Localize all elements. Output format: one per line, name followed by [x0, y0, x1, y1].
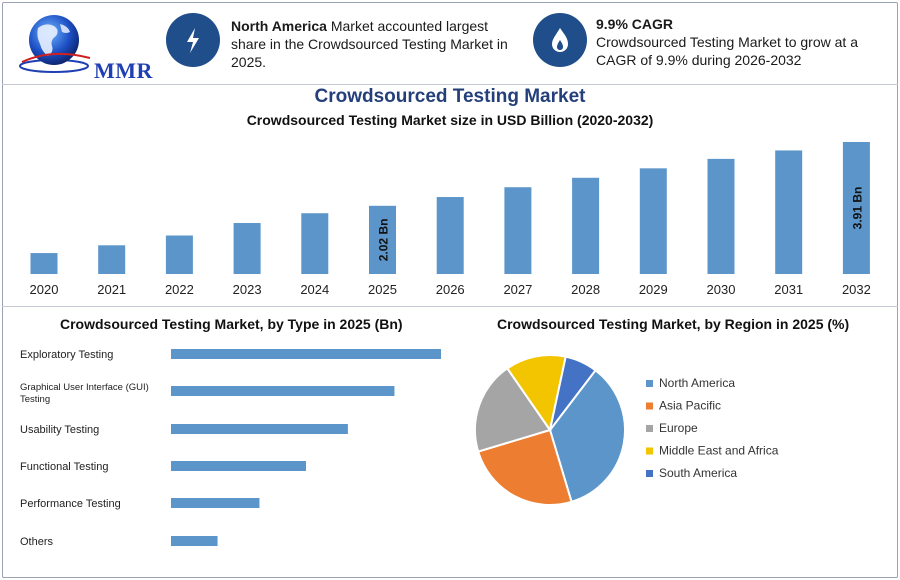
bar-chart-title: Crowdsourced Testing Market size in USD … — [246, 112, 654, 128]
lightning-icon — [166, 13, 220, 67]
header-divider — [2, 84, 898, 85]
bar-2025 — [369, 205, 396, 274]
info-north-america: North America Market accounted largest s… — [231, 17, 521, 71]
x-tick-2022: 2022 — [165, 282, 194, 297]
bar-2031 — [775, 150, 803, 274]
legend-swatch-4 — [646, 470, 653, 477]
type-bar-1 — [171, 386, 395, 396]
data-label-2032: 3.91 Bn — [850, 187, 864, 230]
globe-icon — [19, 15, 91, 73]
legend-label-0: North America — [659, 376, 735, 390]
x-tick-2023: 2023 — [233, 282, 262, 297]
x-tick-2029: 2029 — [639, 282, 668, 297]
type-bar-4 — [171, 498, 260, 508]
data-label-2025: 2.02 Bn — [377, 219, 391, 262]
bar-2023 — [233, 223, 261, 274]
type-bar-2 — [171, 424, 348, 434]
pie-slice-4 — [549, 355, 597, 431]
x-tick-2024: 2024 — [300, 282, 329, 297]
type-bar-0 — [171, 349, 441, 359]
x-tick-2032: 2032 — [842, 282, 871, 297]
x-tick-2025: 2025 — [368, 282, 397, 297]
type-label-4: Performance Testing — [20, 498, 121, 510]
x-tick-2030: 2030 — [707, 282, 736, 297]
bar-2030 — [707, 158, 735, 274]
legend-swatch-0 — [646, 380, 653, 387]
x-tick-2028: 2028 — [571, 282, 600, 297]
region-chart-title: Crowdsourced Testing Market, by Region i… — [497, 316, 850, 332]
type-bar-chart: Exploratory Testing Graphical User Interf… — [20, 349, 441, 548]
info-cagr: 9.9% CAGR Crowdsourced Testing Market to … — [596, 15, 886, 69]
info2-text: Crowdsourced Testing Market to grow at a… — [596, 34, 858, 68]
bar-2020 — [30, 253, 58, 274]
bar-2027 — [504, 187, 532, 274]
region-pie-chart: North America Asia Pacific Europe Middle Ea… — [474, 354, 779, 506]
type-label-2: Usability Testing — [20, 424, 99, 436]
market-size-bar-chart: 2020 2021 2022 2023 2024 2025 2.02 Bn 2026 2027 2… — [30, 142, 871, 297]
bar-2026 — [436, 197, 464, 274]
bar-2029 — [639, 168, 667, 274]
bar-2022 — [165, 235, 193, 274]
legend-swatch-2 — [646, 425, 653, 432]
info1-text: Market accounted largest share in the Cr… — [231, 18, 508, 70]
type-chart-title: Crowdsourced Testing Market, by Type in … — [60, 316, 403, 332]
bar-2032 — [842, 142, 870, 274]
mmr-logo: MMR — [14, 10, 152, 83]
type-label-0: Exploratory Testing — [20, 349, 113, 361]
pie-slice-3 — [505, 354, 567, 433]
legend-label-1: Asia Pacific — [659, 399, 721, 413]
type-bar-5 — [171, 536, 218, 546]
type-label-5: Others — [20, 536, 54, 548]
legend-label-3: Middle East and Africa — [659, 444, 779, 458]
x-tick-2020: 2020 — [30, 282, 59, 297]
bar-2028 — [572, 177, 600, 274]
type-bar-3 — [171, 461, 306, 471]
pie-slice-2 — [474, 366, 552, 453]
type-label-1: Graphical User Interface (GUI) Testing — [20, 382, 149, 405]
section-divider — [2, 306, 898, 307]
flame-drop-icon — [533, 13, 587, 67]
legend-label-4: South America — [659, 466, 737, 480]
x-tick-2027: 2027 — [503, 282, 532, 297]
legend-swatch-1 — [646, 402, 653, 410]
chart-main-title: Crowdsourced Testing Market — [314, 86, 586, 107]
x-tick-2031: 2031 — [774, 282, 803, 297]
info1-bold: North America — [231, 18, 327, 34]
bar-2024 — [301, 213, 329, 274]
pie-slice-1 — [476, 428, 573, 506]
x-tick-2026: 2026 — [436, 282, 465, 297]
x-tick-2021: 2021 — [97, 282, 126, 297]
pie-slice-0 — [548, 368, 626, 504]
type-label-3: Functional Testing — [20, 461, 108, 473]
logo-text: MMR — [94, 58, 153, 83]
info2-bold: 9.9% CAGR — [596, 16, 674, 32]
legend-swatch-3 — [646, 447, 653, 455]
legend-label-2: Europe — [659, 421, 698, 435]
bar-2021 — [98, 245, 126, 274]
